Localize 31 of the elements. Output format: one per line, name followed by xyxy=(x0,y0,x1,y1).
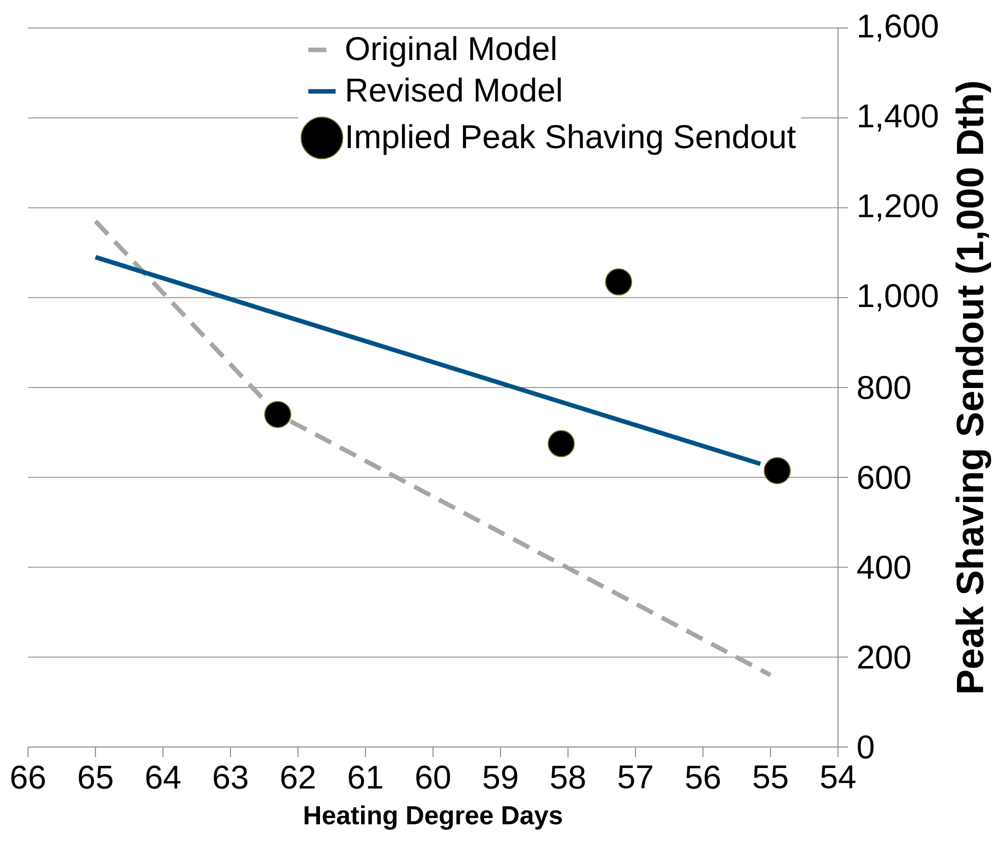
point xyxy=(548,430,575,458)
point xyxy=(605,268,632,296)
y-tick-label: 200 xyxy=(858,645,910,669)
x-tick-label: 59 xyxy=(483,766,518,789)
y-tick-label: 1,400 xyxy=(859,104,938,132)
y-tick-label: 600 xyxy=(858,466,910,490)
y-tick-label: 800 xyxy=(858,376,910,400)
y-axis-title: Peak Shaving Sendout (1,000 Dth) xyxy=(956,82,992,692)
x-tick-label: 55 xyxy=(753,765,788,789)
x-tick-label: 56 xyxy=(686,766,720,789)
x-tick-label: 63 xyxy=(214,766,248,789)
x-tick-label: 64 xyxy=(146,766,180,789)
y-tick-label: 1,600 xyxy=(859,14,938,42)
legend-label: Implied Peak Shaving Sendout xyxy=(348,124,796,155)
legend-label: Original Model xyxy=(346,36,556,67)
y-tick-label: 400 xyxy=(857,556,910,579)
point xyxy=(764,457,791,484)
point xyxy=(264,400,292,428)
x-tick-label: 57 xyxy=(618,765,652,789)
x-tick-label: 54 xyxy=(820,765,856,789)
y-tick-label: 1,000 xyxy=(859,284,938,312)
x-tick-label: 61 xyxy=(348,766,382,789)
x-tick-label: 60 xyxy=(416,766,450,789)
y-tick-label: 1,200 xyxy=(859,194,938,222)
x-tick-label: 62 xyxy=(281,766,315,789)
x-tick-label: 58 xyxy=(550,766,585,789)
x-axis-title: Heating Degree Days xyxy=(304,805,562,830)
x-tick-label: 65 xyxy=(78,766,112,789)
y-tick-label: 0 xyxy=(858,735,874,759)
x-tick-label: 66 xyxy=(11,766,45,789)
legend-label: Revised Model xyxy=(347,78,561,102)
